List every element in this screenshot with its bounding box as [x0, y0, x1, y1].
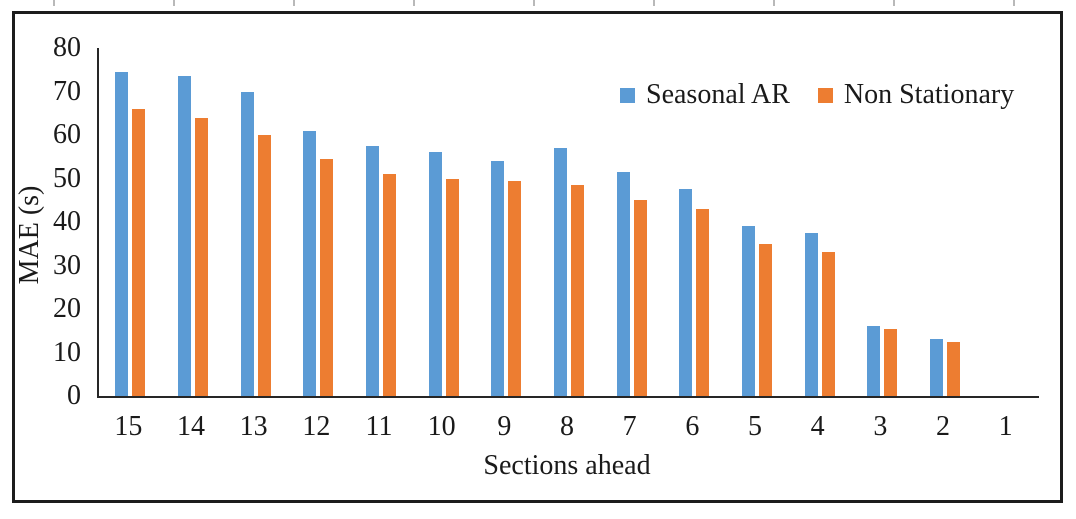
bar-seasonal-ar-section-2 [929, 339, 943, 396]
bar-group-section-12 [287, 48, 350, 396]
bar-non-stationary-section-4 [821, 252, 835, 396]
legend-label-non-stationary: Non Stationary [843, 79, 1015, 110]
x-tick-label-13: 13 [239, 411, 268, 442]
plot-area [97, 48, 1039, 398]
bar-group-section-9 [475, 48, 538, 396]
bar-non-stationary-section-6 [696, 208, 710, 396]
bar-non-stationary-section-15 [132, 108, 146, 396]
ruler-tick-icon [413, 0, 415, 6]
bar-group-section-1 [976, 48, 1039, 396]
bar-group-section-15 [99, 48, 162, 396]
bar-group-section-7 [600, 48, 663, 396]
ruler-tick-icon [293, 0, 295, 6]
ruler-tick-icon [1013, 0, 1015, 6]
bar-non-stationary-section-7 [633, 200, 647, 396]
y-tick-label-50: 50 [53, 162, 81, 194]
bar-group-section-11 [350, 48, 413, 396]
x-tick-label-2: 2 [935, 411, 950, 442]
x-tick-label-7: 7 [622, 411, 637, 442]
y-tick-label-40: 40 [53, 206, 81, 237]
bar-seasonal-ar-section-6 [679, 189, 693, 396]
bar-seasonal-ar-section-10 [428, 152, 442, 396]
y-tick-label-20: 20 [53, 293, 81, 324]
x-tick-label-14: 14 [176, 411, 205, 442]
ruler-tick-icon [893, 0, 895, 6]
bar-group-section-3 [851, 48, 914, 396]
bar-non-stationary-section-8 [570, 185, 584, 396]
bar-seasonal-ar-section-9 [491, 161, 505, 396]
bar-non-stationary-section-10 [445, 178, 459, 396]
bar-seasonal-ar-section-14 [177, 76, 191, 396]
x-tick-label-3: 3 [873, 411, 888, 442]
x-tick-label-11: 11 [365, 411, 393, 442]
x-tick-label-1: 1 [998, 411, 1013, 442]
y-tick-label-80: 80 [53, 32, 81, 63]
y-tick-label-0: 0 [67, 380, 81, 411]
bar-non-stationary-section-9 [508, 180, 522, 396]
bar-non-stationary-section-14 [194, 117, 208, 396]
y-tick-label-10: 10 [53, 336, 81, 368]
x-tick-label-8: 8 [559, 411, 574, 442]
ruler-tick-icon [53, 0, 55, 6]
ruler-tick-icon [773, 0, 775, 6]
legend-item-seasonal-ar: Seasonal AR [620, 79, 790, 111]
x-tick-label-15: 15 [114, 411, 143, 442]
bar-non-stationary-section-5 [758, 243, 772, 396]
bar-group-section-4 [788, 48, 851, 396]
bar-group-section-2 [914, 48, 977, 396]
bar-seasonal-ar-section-8 [553, 148, 567, 396]
bar-group-section-10 [412, 48, 475, 396]
legend-swatch-non-stationary-icon [817, 87, 833, 103]
ruler-tick-icon [533, 0, 535, 6]
bar-non-stationary-section-13 [257, 135, 271, 396]
y-tick-label-70: 70 [53, 75, 81, 107]
bar-seasonal-ar-section-13 [240, 91, 254, 396]
bar-seasonal-ar-section-11 [365, 145, 379, 396]
bar-group-section-5 [726, 48, 789, 396]
chart-frame: MAE (s) Seasonal AR Non Stationary 80 70 6… [12, 11, 1063, 503]
bar-seasonal-ar-section-4 [804, 232, 818, 396]
bar-group-section-6 [663, 48, 726, 396]
legend-item-non-stationary: Non Stationary [817, 79, 1015, 111]
bar-non-stationary-section-11 [382, 174, 396, 396]
x-tick-label-12: 12 [302, 411, 331, 442]
x-tick-label-6: 6 [685, 411, 700, 442]
bar-non-stationary-section-3 [884, 328, 898, 396]
bar-seasonal-ar-section-15 [115, 71, 129, 396]
legend-label-seasonal-ar: Seasonal AR [646, 79, 790, 110]
bar-group-section-14 [162, 48, 225, 396]
bar-seasonal-ar-section-7 [616, 171, 630, 396]
x-tick-label-9: 9 [497, 411, 512, 442]
bar-group-section-8 [538, 48, 601, 396]
bar-seasonal-ar-section-5 [741, 226, 755, 396]
bar-seasonal-ar-section-12 [303, 130, 317, 396]
chart-legend: Seasonal AR Non Stationary [620, 78, 1014, 112]
bar-non-stationary-section-2 [946, 341, 960, 396]
x-tick-label-10: 10 [427, 411, 456, 442]
y-tick-label-30: 30 [53, 249, 81, 281]
x-tick-label-4: 4 [810, 411, 825, 442]
y-tick-label-60: 60 [53, 119, 81, 150]
bar-group-section-13 [224, 48, 287, 396]
x-tick-label-5: 5 [747, 411, 762, 442]
legend-swatch-seasonal-ar-icon [620, 87, 635, 103]
ruler-tick-icon [173, 0, 175, 6]
x-axis-title: Sections ahead [483, 450, 651, 481]
bar-seasonal-ar-section-3 [867, 326, 881, 396]
ruler-tick-icon [653, 0, 655, 6]
bar-non-stationary-section-12 [320, 158, 334, 396]
